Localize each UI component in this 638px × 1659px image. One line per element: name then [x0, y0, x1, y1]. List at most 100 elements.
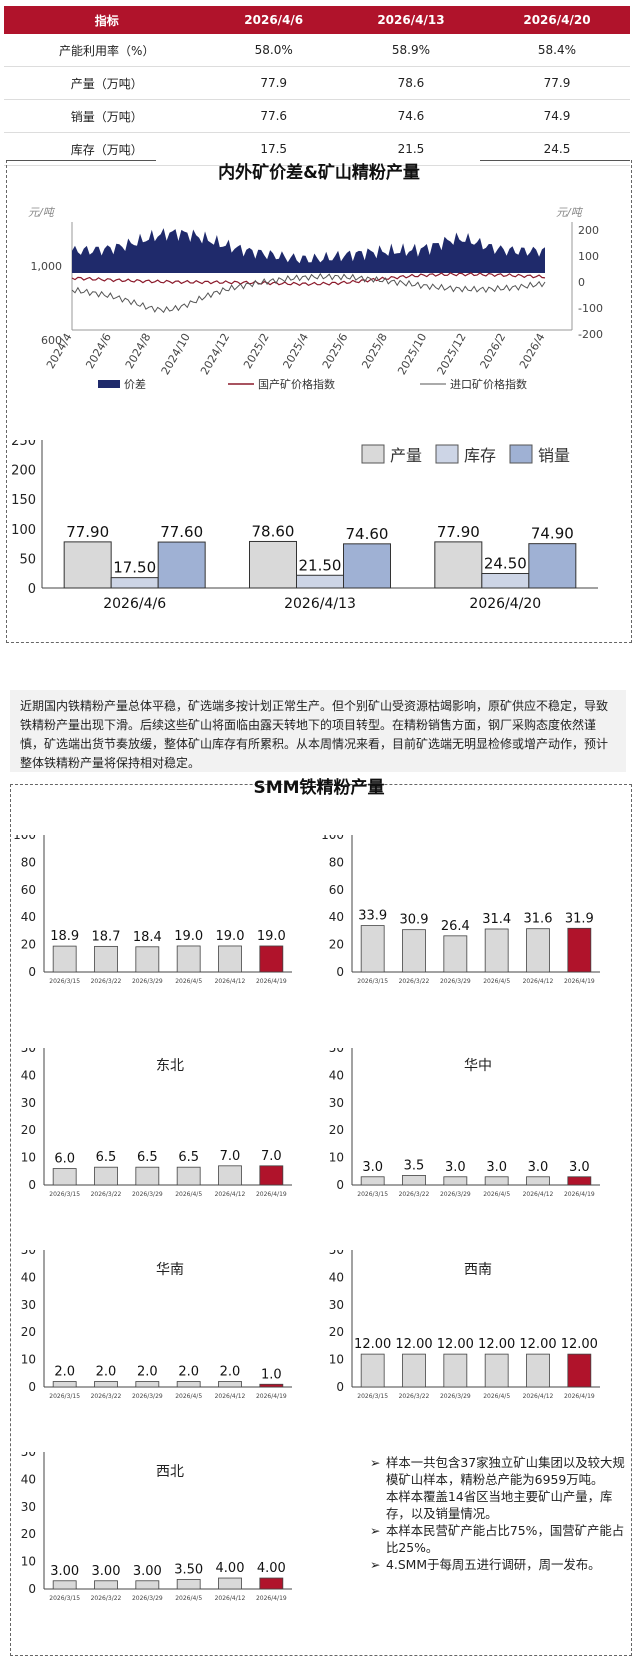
bar — [52, 945, 77, 973]
category-label: 2026/3/22 — [91, 1393, 122, 1400]
bar-value-label: 1.0 — [261, 1367, 282, 1382]
bar-value-label: 30.9 — [400, 913, 429, 928]
table-cell: 销量（万吨） — [4, 99, 210, 133]
bar-销量 — [343, 543, 391, 589]
bar-value-label: 19.0 — [174, 929, 203, 944]
domestic-index-line — [71, 272, 546, 287]
category-label: 2026/4/5 — [175, 978, 202, 985]
category-label: 2026/3/29 — [132, 1191, 163, 1198]
bar-value-label: 3.00 — [50, 1564, 79, 1579]
table-row: 产能利用率（%） 58.0% 58.9% 58.4% — [4, 34, 630, 67]
bar — [94, 1166, 118, 1186]
bar — [94, 1580, 118, 1590]
bar-产量 — [434, 541, 483, 589]
bar-value-label: 12.00 — [561, 1337, 598, 1352]
bar — [94, 945, 118, 973]
x-tick-label: 2024/6 — [83, 331, 114, 371]
note-item: 本样本覆盖14省区当地主要矿山产量，库存，以及销量情况。 — [370, 1488, 630, 1522]
y-tick-label: 200 — [11, 464, 36, 479]
note-text: 4.SMM于每周五进行调研，周一发布。 — [386, 1557, 601, 1572]
region-chart-huazhong: 50 40 30 20 10 0 3.0 2026/3/15 3.5 2026/3/22 3.0 20… — [329, 1048, 600, 1198]
bar-value-label: 74.60 — [346, 525, 389, 543]
bar — [402, 1353, 426, 1388]
category-label: 2026/4/13 — [284, 596, 356, 612]
y-tick-label: 30 — [21, 1096, 36, 1110]
category-label: 2026/4/5 — [175, 1393, 202, 1400]
x-tick-label: 2024/8 — [123, 331, 154, 371]
bar — [176, 1381, 201, 1388]
spread-area — [72, 228, 545, 273]
right-unit-label: 元/吨 — [556, 206, 584, 219]
bar-value-label: 31.9 — [565, 911, 594, 926]
right-tick-label: -100 — [578, 302, 603, 315]
bar-库存 — [481, 572, 530, 589]
table-header: 2026/4/6 — [209, 6, 338, 34]
bar-value-label: 3.0 — [569, 1160, 590, 1175]
x-tick-label: 2025/6 — [320, 331, 351, 371]
y-tick-label: 100 — [11, 523, 36, 538]
y-tick-label: 80 — [329, 855, 344, 869]
bar-value-label: 3.00 — [133, 1564, 162, 1579]
legend-swatch — [509, 444, 533, 464]
bar — [484, 1176, 509, 1186]
bar-value-label: 2.0 — [220, 1365, 241, 1380]
legend-label: 产量 — [390, 446, 422, 465]
y-tick-label: 50 — [21, 1048, 36, 1055]
category-label: 2026/3/15 — [49, 1191, 80, 1198]
category-label: 2026/4/19 — [564, 1393, 595, 1400]
note-text: 样本一共包含37家独立矿山集团以及较大规模矿山样本，精粉总产能为6959万吨。 — [386, 1455, 625, 1487]
legend-label: 价差 — [124, 377, 146, 391]
note-item: ➢ 样本一共包含37家独立矿山集团以及较大规模矿山样本，精粉总产能为6959万吨。 — [370, 1454, 630, 1488]
x-tick-labels: 2024/4 2024/6 2024/8 2024/10 2024/12 2025/2 20… — [44, 331, 548, 377]
category-label: 2026/4/12 — [523, 1191, 554, 1198]
bar-value-label: 19.0 — [257, 929, 286, 944]
legend-label: 销量 — [538, 446, 570, 465]
region-chart-huabei: 100 80 60 40 20 0 18.9 2026/3/15 18.7 2026/3/22 18… — [13, 835, 292, 985]
bar — [218, 1381, 242, 1388]
y-tick-label: 0 — [28, 1178, 36, 1192]
category-label: 2026/4/19 — [256, 1191, 287, 1198]
category-label: 2026/3/15 — [357, 1191, 388, 1198]
arrow-icon: ➢ — [370, 1523, 381, 1538]
bar-value-label: 12.00 — [395, 1337, 432, 1352]
y-tick-label: 80 — [21, 855, 36, 869]
y-tick-label: 20 — [329, 1123, 344, 1137]
region-chart-huadong: 100 80 60 40 20 0 33.9 2026/3/15 30.9 2026/3/22 26… — [321, 835, 600, 985]
bar — [218, 945, 242, 973]
bar — [259, 1383, 284, 1388]
bar-value-label: 7.0 — [220, 1149, 241, 1164]
bar-value-label: 3.0 — [528, 1160, 549, 1175]
bar — [567, 1176, 592, 1186]
table-cell: 17.5 — [209, 132, 338, 166]
bar — [526, 1176, 550, 1186]
bar — [526, 928, 550, 973]
table-cell: 21.5 — [337, 132, 484, 166]
y-tick-label: 40 — [329, 1270, 344, 1284]
region-title: 华中 — [464, 1058, 492, 1074]
bar — [52, 1168, 77, 1186]
bar-value-label: 12.00 — [354, 1337, 391, 1352]
category-label: 2026/3/22 — [399, 1393, 430, 1400]
table-cell: 77.9 — [483, 66, 630, 100]
bar-value-label: 7.0 — [261, 1149, 282, 1164]
y-tick-label: 150 — [11, 493, 36, 508]
right-tick-label: 200 — [578, 224, 599, 237]
y-tick-label: 40 — [21, 1068, 36, 1082]
note-text: 本样本民营矿产能占比75%，国营矿产能占比25%。 — [386, 1523, 625, 1555]
category-label: 2026/3/29 — [440, 978, 471, 985]
table-row: 销量（万吨） 77.6 74.6 74.9 — [4, 99, 630, 133]
bar-value-label: 78.60 — [252, 522, 295, 540]
bar-value-label: 26.4 — [441, 919, 470, 934]
y-tick-label: 10 — [21, 1353, 36, 1367]
bar — [176, 1579, 201, 1590]
y-tick-label: 0 — [336, 1380, 344, 1394]
bar — [402, 929, 426, 973]
y-tick-label: 40 — [329, 910, 344, 924]
imported-index-line — [71, 272, 546, 314]
bar-value-label: 18.4 — [133, 930, 162, 945]
y-tick-label: 20 — [21, 1527, 36, 1541]
y-tick-label: 10 — [329, 1353, 344, 1367]
category-label: 2026/3/22 — [91, 1191, 122, 1198]
category-label: 2026/3/22 — [399, 978, 430, 985]
table-cell: 产能利用率（%） — [4, 34, 210, 67]
